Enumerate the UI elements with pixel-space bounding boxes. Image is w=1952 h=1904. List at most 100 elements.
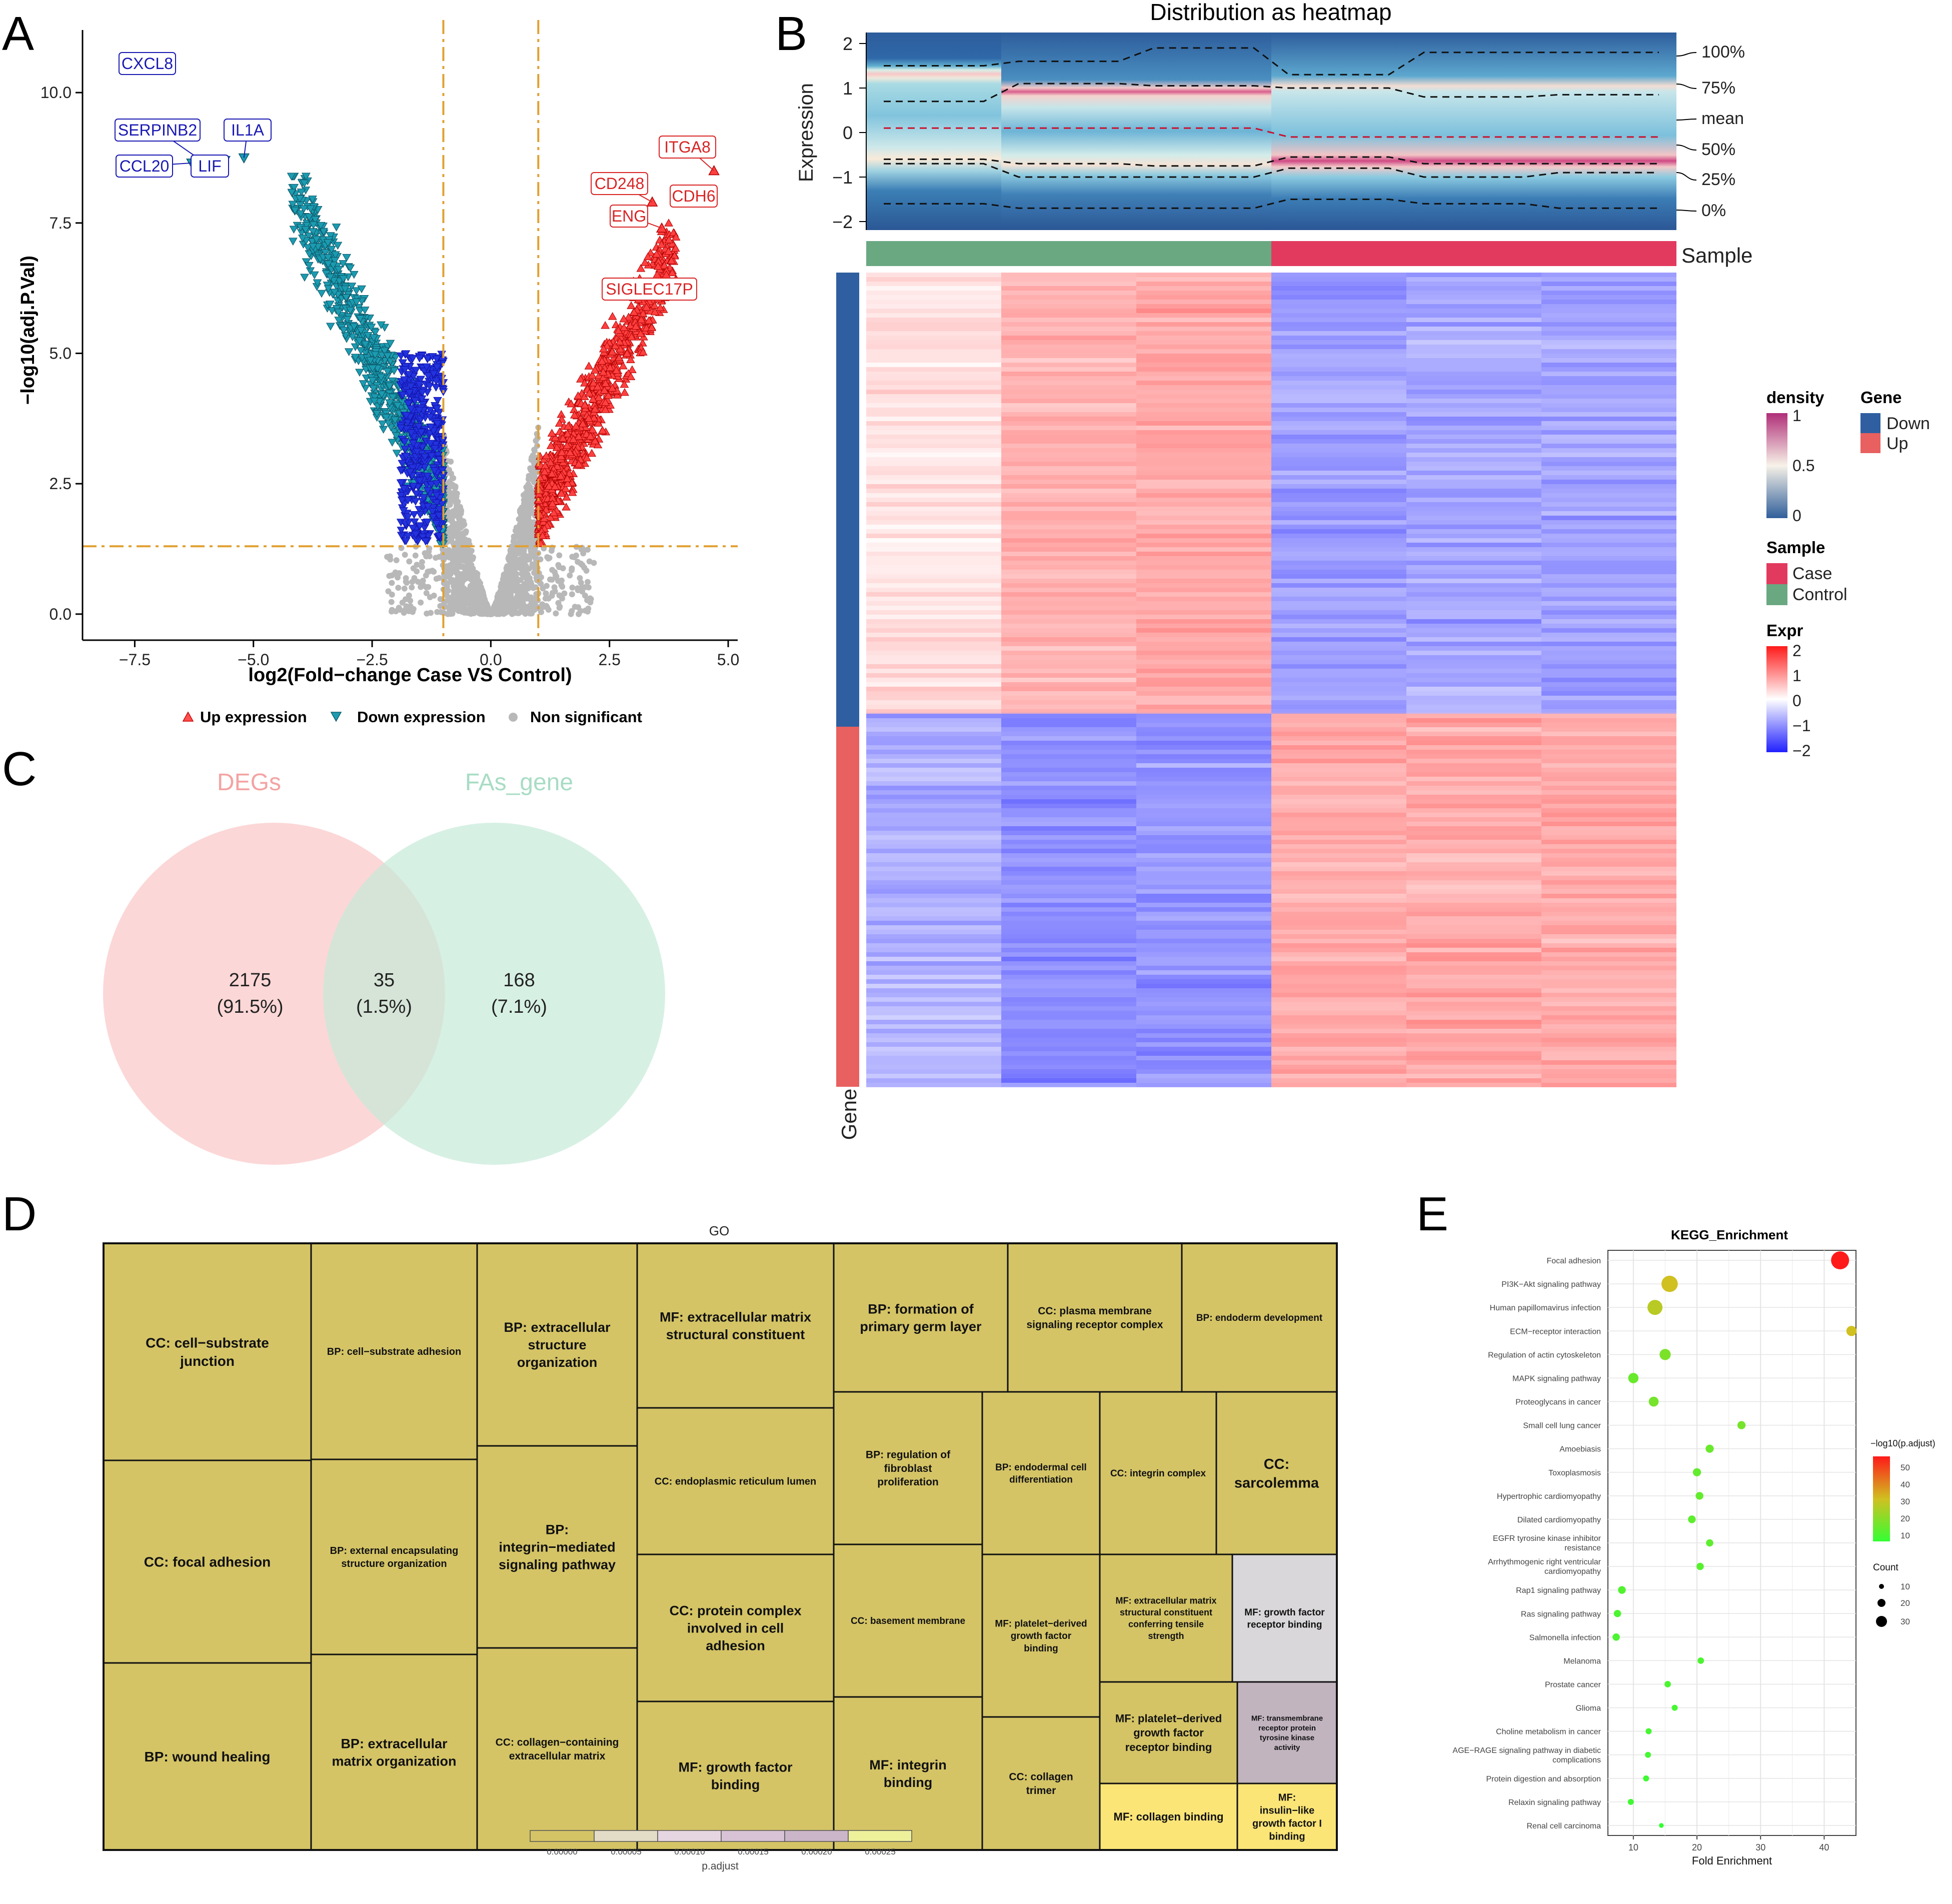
heat-row xyxy=(1406,381,1541,385)
heat-row xyxy=(1406,588,1541,592)
heat-row xyxy=(1541,952,1676,957)
heat-row xyxy=(1136,309,1271,313)
heat-row xyxy=(1271,934,1406,939)
heat-row xyxy=(1271,709,1406,714)
heat-row xyxy=(1406,682,1541,687)
heat-row xyxy=(1001,597,1136,601)
x-tick-label: −2.5 xyxy=(356,651,388,669)
heat-row xyxy=(1541,624,1676,628)
heat-row xyxy=(1541,651,1676,655)
heat-row xyxy=(1001,682,1136,687)
heat-row xyxy=(1136,948,1271,952)
heat-row xyxy=(1541,772,1676,777)
heat-row xyxy=(1541,966,1676,970)
down-point xyxy=(360,307,370,315)
heat-row xyxy=(1136,997,1271,1002)
down-point xyxy=(355,369,364,377)
heat-row xyxy=(866,970,1001,975)
heat-row xyxy=(1271,790,1406,795)
heat-row xyxy=(1406,705,1541,709)
heat-row xyxy=(1541,961,1676,966)
down-point xyxy=(433,420,442,428)
down-point xyxy=(312,236,321,244)
ns-point xyxy=(552,588,558,595)
heat-row xyxy=(1136,462,1271,466)
heat-row xyxy=(1271,781,1406,786)
down-point xyxy=(335,278,344,286)
down-point xyxy=(418,389,427,397)
up-point xyxy=(594,393,604,401)
heat-row xyxy=(1271,997,1406,1002)
heat-row xyxy=(1406,322,1541,327)
ns-point xyxy=(462,550,468,557)
heat-row xyxy=(1136,511,1271,516)
down-point xyxy=(300,180,309,188)
heat-row xyxy=(1406,457,1541,462)
heat-row xyxy=(1406,763,1541,768)
heat-row xyxy=(1271,1011,1406,1015)
heat-row xyxy=(1406,709,1541,714)
heat-row xyxy=(1541,660,1676,664)
heat-row xyxy=(1136,813,1271,817)
heat-row xyxy=(1541,912,1676,916)
heat-row xyxy=(1541,858,1676,862)
ns-point xyxy=(457,608,463,614)
heat-row xyxy=(1136,376,1271,381)
heat-row xyxy=(1271,907,1406,912)
up-point xyxy=(565,448,575,456)
x-tick-label: −7.5 xyxy=(119,651,151,669)
heat-row xyxy=(866,813,1001,817)
down-point xyxy=(296,210,306,219)
down-point xyxy=(411,498,420,506)
down-point xyxy=(308,238,317,246)
heat-row xyxy=(1136,921,1271,925)
heat-row xyxy=(866,700,1001,705)
heat-row xyxy=(1136,669,1271,673)
heat-row xyxy=(1136,646,1271,651)
heat-row xyxy=(1271,898,1406,903)
heat-row xyxy=(1136,345,1271,349)
heat-row xyxy=(1136,795,1271,799)
ns-point xyxy=(532,606,539,612)
ns-point xyxy=(545,555,552,562)
down-point xyxy=(370,398,379,406)
heatmap-panel: Distribution as heatmap 210−1−2 Expressi… xyxy=(795,0,1930,1140)
down-point xyxy=(352,287,361,295)
heat-row xyxy=(1001,835,1136,840)
heat-row xyxy=(1136,381,1271,385)
down-point xyxy=(430,467,439,475)
heat-row xyxy=(1001,453,1136,457)
heat-row xyxy=(1271,988,1406,993)
heat-row xyxy=(1001,849,1136,853)
heat-row xyxy=(1271,736,1406,741)
heat-row xyxy=(866,696,1001,700)
heat-row xyxy=(1271,957,1406,961)
heat-row xyxy=(1001,678,1136,682)
heat-row xyxy=(1406,1024,1541,1029)
heat-row xyxy=(1001,376,1136,381)
down-point xyxy=(366,357,375,365)
ns-point xyxy=(450,475,457,482)
heat-row xyxy=(866,826,1001,831)
y-tick-label: 5.0 xyxy=(50,344,72,362)
heat-row xyxy=(1271,534,1406,538)
heat-row xyxy=(1541,502,1676,507)
heat-row xyxy=(1136,313,1271,318)
heat-row xyxy=(1541,394,1676,399)
heat-row xyxy=(1001,1011,1136,1015)
heat-row xyxy=(1406,390,1541,394)
heat-row xyxy=(1136,471,1271,475)
heat-row xyxy=(1001,322,1136,327)
heat-row xyxy=(1541,925,1676,930)
heat-row xyxy=(866,988,1001,993)
down-point xyxy=(355,307,365,316)
heat-row xyxy=(1406,759,1541,763)
heat-row xyxy=(1001,381,1136,385)
heat-row xyxy=(1541,381,1676,385)
heat-row xyxy=(1406,664,1541,669)
gene-label-box xyxy=(224,119,272,142)
heat-row xyxy=(1136,786,1271,790)
up-point xyxy=(546,441,556,449)
up-point xyxy=(637,315,646,324)
heat-row xyxy=(1406,1002,1541,1006)
